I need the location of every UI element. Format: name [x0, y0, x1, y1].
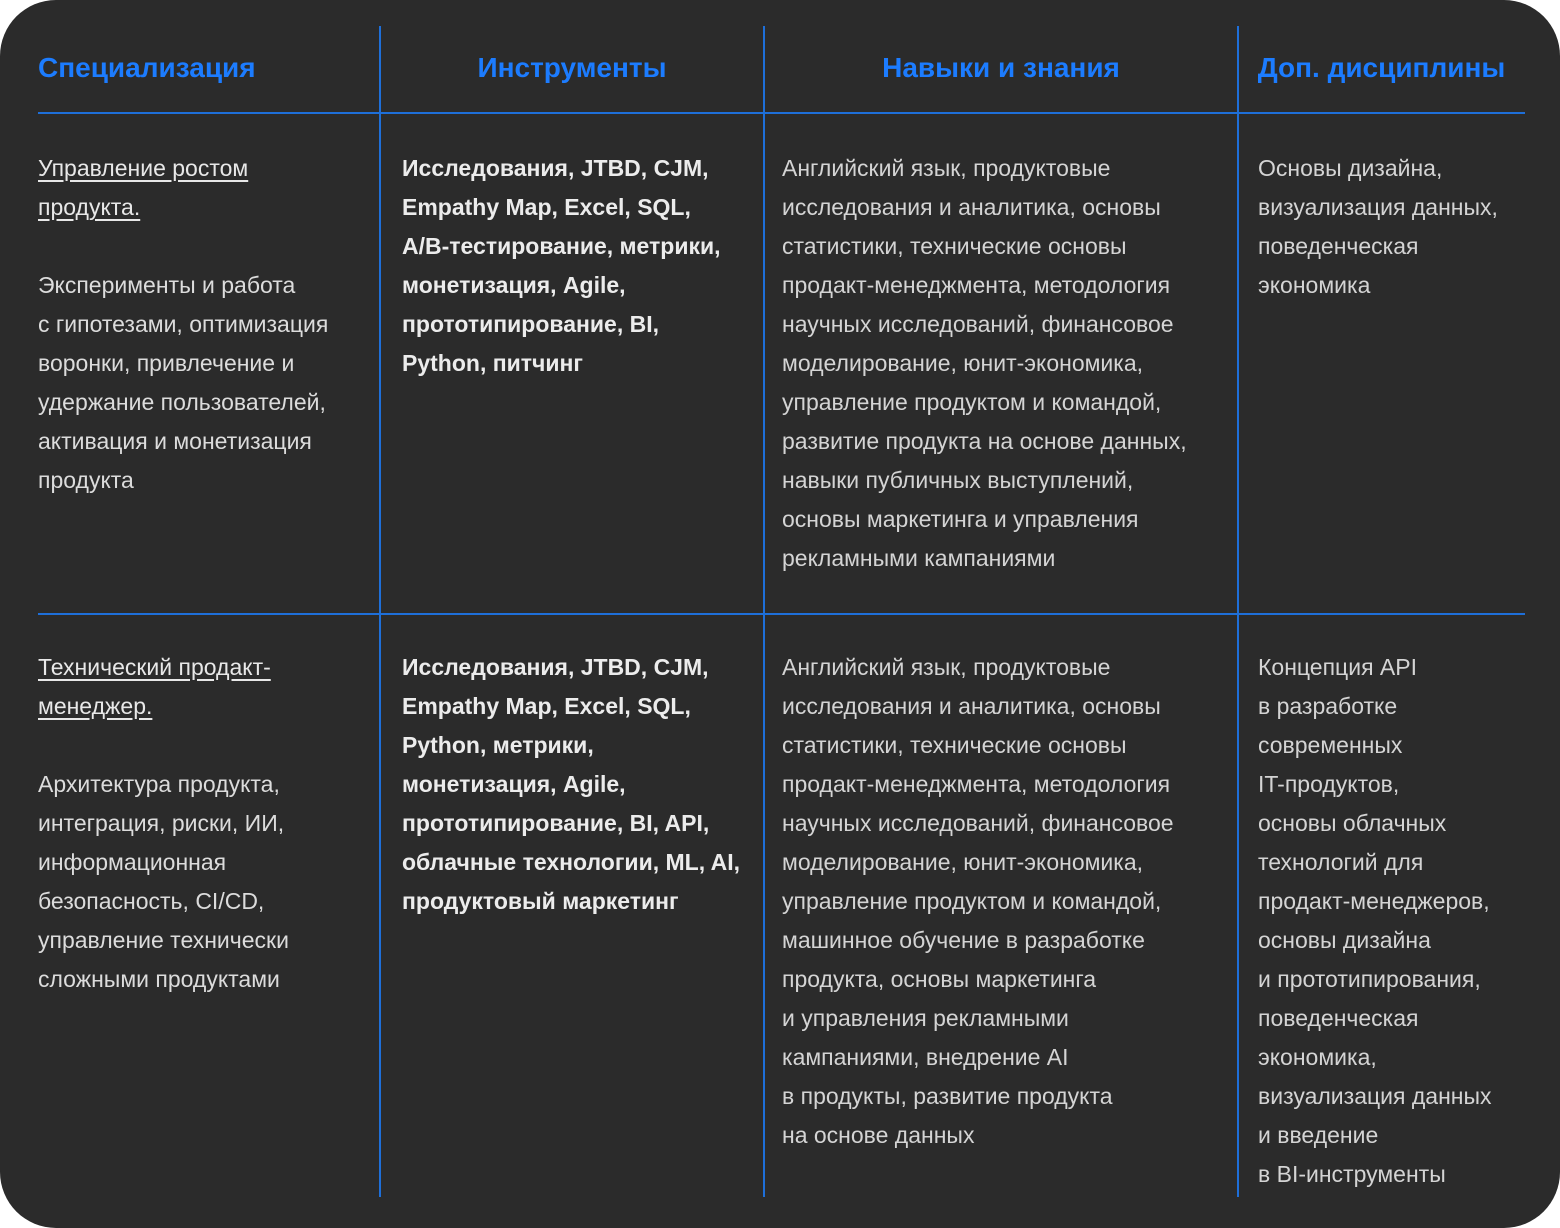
- disciplines-cell: Основы дизайна, визуализация данных, пов…: [1258, 155, 1498, 298]
- skills-cell: Английский язык, продуктовые исследовани…: [782, 654, 1174, 1148]
- column-header: Доп. дисциплины: [1257, 52, 1506, 83]
- column-header: Инструменты: [477, 52, 667, 83]
- column-divider: [379, 26, 381, 1197]
- specialization-description: Эксперименты и работа с гипотезами, опти…: [38, 272, 329, 493]
- column-divider: [1237, 26, 1239, 1197]
- row-divider: [38, 112, 1525, 114]
- specialization-description: Архитектура продукта, интеграция, риски,…: [38, 771, 289, 992]
- disciplines-cell: Концепция API в разработке современных I…: [1258, 654, 1492, 1187]
- column-header: Навыки и знания: [882, 52, 1120, 83]
- column-divider: [763, 26, 765, 1197]
- tools-cell: Исследования, JTBD, CJM, Empathy Map, Ex…: [402, 155, 721, 376]
- tools-cell: Исследования, JTBD, CJM, Empathy Map, Ex…: [402, 654, 741, 914]
- specialization-title: Управление ростом продукта.: [38, 155, 249, 220]
- row-divider: [38, 613, 1525, 615]
- skills-cell: Английский язык, продуктовые исследовани…: [782, 155, 1187, 571]
- column-header: Специализация: [38, 52, 256, 83]
- specialization-title: Технический продакт- менеджер.: [38, 654, 271, 719]
